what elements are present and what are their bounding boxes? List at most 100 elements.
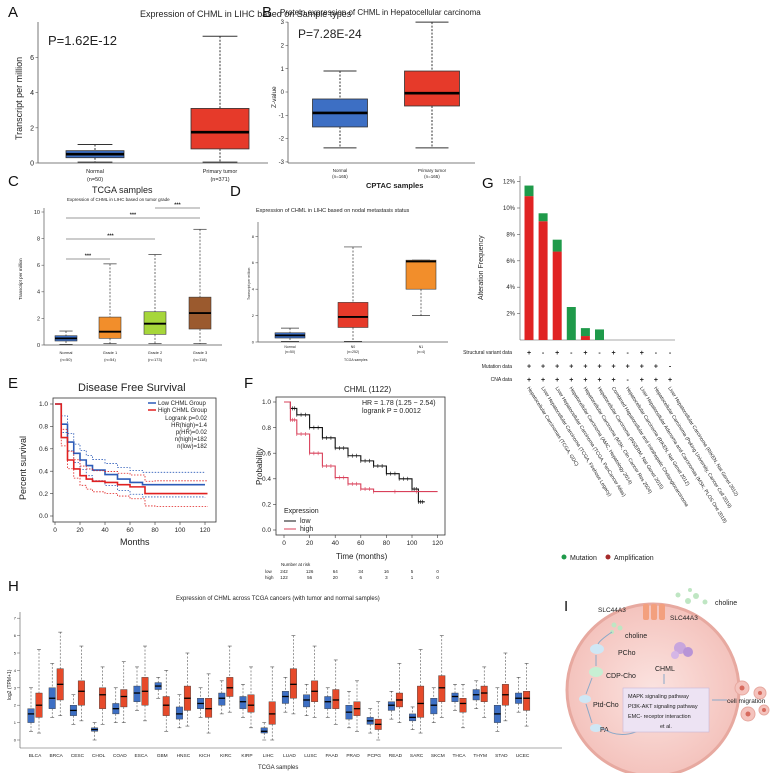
y-tick-label: 10	[34, 210, 40, 216]
x-axis-label: CPTAC samples	[366, 181, 423, 190]
availability-sign: -	[669, 350, 672, 357]
bar-amplification	[552, 251, 562, 340]
transporter-label-1: SLC44A3	[598, 607, 626, 614]
y-tick-label: 0	[14, 738, 17, 743]
group-n: (n=4)	[417, 350, 425, 354]
y-tick-label: 12%	[503, 180, 516, 186]
box-tumor-skcm-box	[438, 675, 446, 702]
x-tick-label: 120	[432, 540, 443, 547]
x-axis-label: TCGA samples	[344, 358, 368, 362]
risk-high-label: high	[265, 575, 274, 580]
panel-letter: A	[8, 4, 18, 21]
y-tick-label: 6	[14, 633, 17, 638]
pa-label: PA	[600, 727, 609, 734]
x-axis-label: Time (months)	[336, 552, 388, 561]
x-tick-label: N1	[419, 345, 424, 349]
box-normal-blca-box	[27, 708, 35, 723]
x-tick-label: Normal	[60, 350, 73, 355]
risk-low-count: 126	[306, 569, 314, 574]
group-n: (n=50)	[285, 350, 295, 354]
significance-label: ***	[85, 254, 92, 260]
panel-e: E Disease Free Survival Percent survival…	[8, 375, 217, 547]
availability-sign: +	[555, 364, 559, 371]
cdp-label: CDP-Cho	[606, 673, 636, 680]
logrank: logrank P = 0.0012	[362, 408, 421, 415]
risk-low-count: 34	[358, 569, 364, 574]
stat-hr: HR(high)=1.4	[171, 423, 208, 429]
x-axis-label: Months	[120, 537, 150, 547]
box-tumor-kirp-box	[247, 694, 255, 713]
availability-sign: +	[555, 350, 559, 357]
group-n: (n=54)	[104, 357, 116, 362]
x-tick-label: Primary tumor	[203, 169, 238, 175]
x-tick-label: 100	[407, 540, 418, 547]
availability-sign: -	[627, 377, 630, 384]
x-tick-label: LIHC	[263, 753, 274, 759]
availability-sign: -	[655, 350, 658, 357]
pathway-4: et al.	[660, 724, 672, 730]
row-label-mutation: Mutation data	[482, 364, 513, 370]
row-label-cna: CNA data	[491, 377, 513, 383]
legend-title: Expression	[284, 508, 319, 515]
y-tick-label: 1.0	[39, 401, 48, 408]
risk-title: Number at risk	[281, 562, 311, 567]
x-tick-label: N0	[351, 345, 356, 349]
group-n: (n=50)	[87, 177, 103, 183]
x-tick-label: 20	[76, 527, 84, 534]
choline-in-label: choline	[625, 633, 647, 640]
box-normal-lihc-box	[260, 727, 268, 734]
ptd-icon	[579, 695, 591, 703]
panel-letter: F	[244, 375, 253, 392]
x-tick-label: 80	[383, 540, 391, 547]
availability-sign: -	[570, 350, 573, 357]
x-tick-label: Normal	[86, 169, 104, 175]
box-normal-kirp-box	[239, 696, 247, 709]
availability-sign: +	[527, 364, 531, 371]
chart-title: Disease Free Survival	[78, 382, 186, 394]
box-normal-hnsc-box	[175, 706, 183, 720]
risk-high-count: 0	[436, 575, 439, 580]
x-tick-label: ESCA	[134, 753, 148, 759]
transporter-icon	[643, 604, 665, 620]
risk-high-count: 122	[280, 575, 288, 580]
box-normal-esca-box	[133, 685, 141, 702]
box-tumor-gbm-box	[162, 696, 170, 716]
y-tick-label: 0.0	[39, 513, 48, 520]
availability-sign: +	[569, 364, 573, 371]
y-tick-label: 0.8	[39, 424, 48, 431]
x-tick-label: Grade 2	[148, 350, 163, 355]
y-tick-label: -2	[279, 137, 285, 143]
box-tumor-lihc-box	[268, 701, 276, 725]
pa-icon	[590, 724, 602, 732]
y-tick-label: 10%	[503, 206, 516, 212]
x-tick-label: 0	[282, 540, 286, 547]
stat-logrank: Logrank p=0.02	[165, 416, 208, 422]
box-normal-lusc-box	[303, 694, 311, 708]
chml-label: CHML	[655, 666, 675, 673]
x-tick-label: STAD	[495, 753, 508, 759]
y-axis-label: Probability	[255, 448, 264, 485]
availability-sign: +	[527, 350, 531, 357]
availability-sign: +	[597, 377, 601, 384]
group-n: (n=50)	[60, 357, 72, 362]
y-axis-label: log2 (TPM+1)	[7, 669, 13, 700]
availability-sign: -	[627, 350, 630, 357]
group-n: (n=252)	[347, 350, 359, 354]
risk-high-count: 3	[385, 575, 388, 580]
x-tick-label: 20	[306, 540, 314, 547]
availability-sign: +	[569, 377, 573, 384]
availability-sign: +	[626, 364, 630, 371]
y-tick-label: 2	[30, 125, 34, 132]
x-tick-label: GBM	[157, 753, 168, 759]
availability-sign: +	[583, 377, 587, 384]
legend-mutation: Mutation	[570, 555, 597, 562]
survival-curve-high	[55, 403, 208, 495]
box-tumor-thca-box	[459, 698, 467, 713]
y-tick-label: 0.6	[262, 450, 271, 457]
x-tick-label: 0	[53, 527, 57, 534]
x-tick-label: KICH	[199, 753, 211, 759]
availability-sign: +	[541, 364, 545, 371]
bar-mutation	[595, 329, 604, 340]
availability-sign: +	[640, 377, 644, 384]
y-tick-label: 0	[30, 160, 34, 167]
